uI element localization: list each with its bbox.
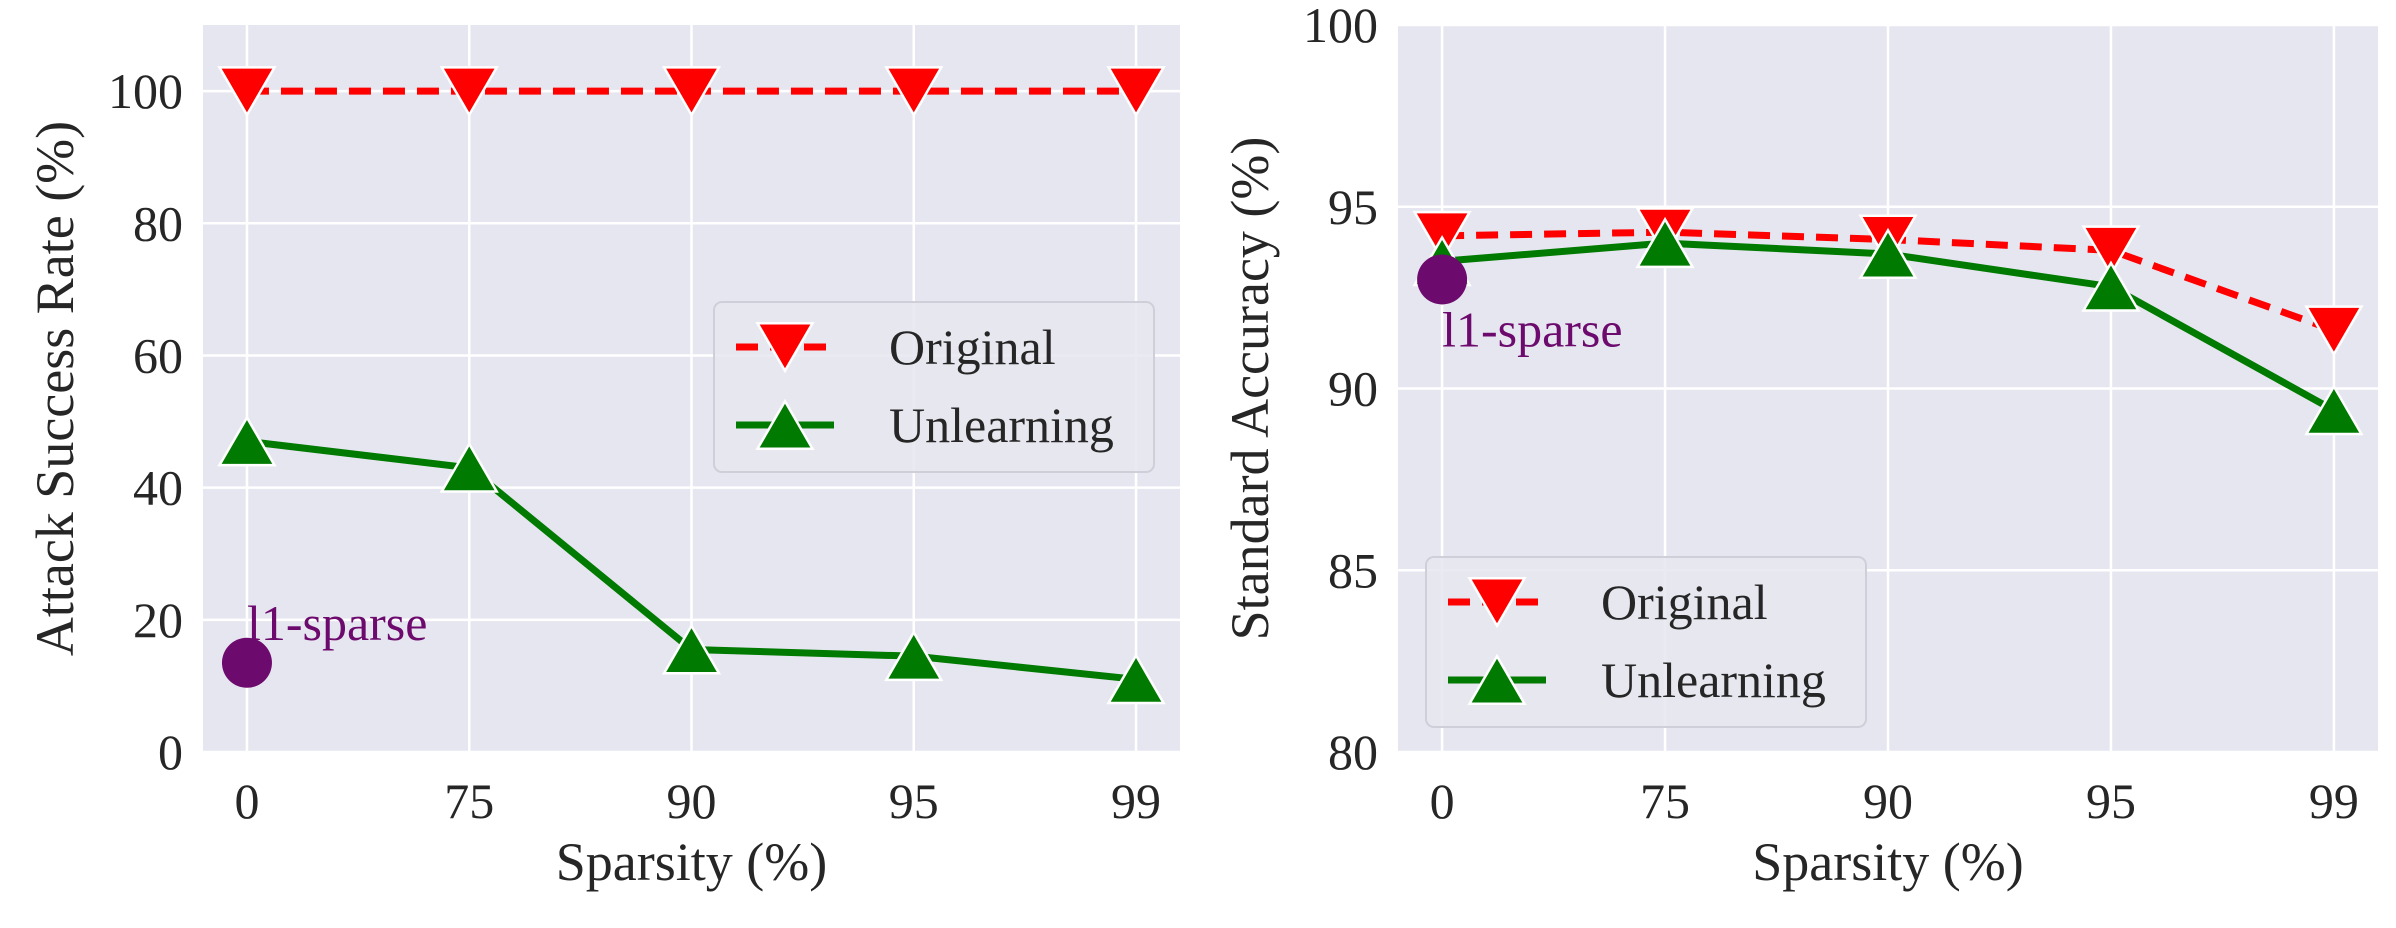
x-tick-label: 95	[2086, 773, 2136, 829]
y-tick-label: 80	[1328, 724, 1378, 780]
data-point-original	[2304, 305, 2364, 357]
data-point-unlearning	[2081, 260, 2141, 312]
y-tick-label: 85	[1328, 542, 1378, 598]
x-tick-label: 0	[234, 773, 259, 829]
annotation-marker	[221, 637, 272, 688]
y-tick-label: 95	[1328, 179, 1378, 235]
x-tick-label: 75	[444, 773, 494, 829]
data-point-unlearning	[884, 629, 944, 682]
x-tick-label: 99	[1111, 773, 1161, 829]
y-axis-label: Standard Accuracy (%)	[1220, 137, 1280, 641]
legend-swatch-marker	[1467, 577, 1527, 629]
legend-label: Original	[1601, 574, 1768, 630]
legend-label: Unlearning	[889, 397, 1114, 453]
x-tick-label: 95	[889, 773, 939, 829]
data-point-unlearning	[661, 623, 722, 675]
y-tick-label: 90	[1328, 361, 1378, 417]
data-point-original	[217, 66, 277, 118]
legend-label: Original	[889, 319, 1056, 375]
data-point-unlearning	[1106, 653, 1166, 705]
data-point-original	[439, 66, 499, 118]
data-point-unlearning	[439, 441, 499, 493]
legend-label: Unlearning	[1601, 652, 1826, 708]
y-tick-label: 100	[1303, 0, 1378, 53]
legend-swatch-marker	[755, 322, 815, 374]
data-point-unlearning	[2304, 384, 2364, 436]
y-tick-label: 60	[133, 327, 183, 383]
x-tick-label: 90	[667, 773, 717, 829]
x-tick-label: 90	[1863, 773, 1913, 829]
data-point-original	[2081, 225, 2141, 277]
y-tick-label: 80	[133, 195, 183, 251]
data-point-unlearning	[1635, 216, 1695, 269]
y-tick-label: 100	[108, 63, 183, 119]
y-tick-label: 40	[133, 460, 183, 516]
x-tick-label: 0	[1430, 773, 1455, 829]
data-point-unlearning	[1858, 227, 1918, 280]
y-tick-label: 0	[158, 724, 183, 780]
data-point-original	[1106, 66, 1166, 118]
legend-swatch-marker	[1467, 653, 1527, 705]
data-point-original	[661, 66, 722, 118]
data-point-unlearning	[217, 415, 277, 467]
chart-attack-success-rate: 0 20 40 60 80 100 0 75 90 95 99 Sparsity (%) Attack …	[25, 25, 1180, 892]
annotation-marker	[1417, 254, 1468, 305]
chart-standard-accuracy: 80 85 90 95 100 0 75 90 95 99 Sparsity (%) Standard…	[1220, 0, 2378, 892]
x-axis-label: Sparsity (%)	[1752, 832, 2023, 892]
annotation-label: l1-sparse	[247, 595, 428, 651]
y-axis-label: Attack Success Rate (%)	[25, 121, 85, 656]
x-tick-label: 99	[2309, 773, 2359, 829]
y-tick-label: 20	[133, 592, 183, 648]
data-point-original	[884, 66, 944, 118]
annotation-label: l1-sparse	[1442, 301, 1623, 357]
legend-swatch-marker	[755, 398, 815, 450]
x-axis-label: Sparsity (%)	[556, 832, 827, 892]
x-tick-label: 75	[1640, 773, 1690, 829]
